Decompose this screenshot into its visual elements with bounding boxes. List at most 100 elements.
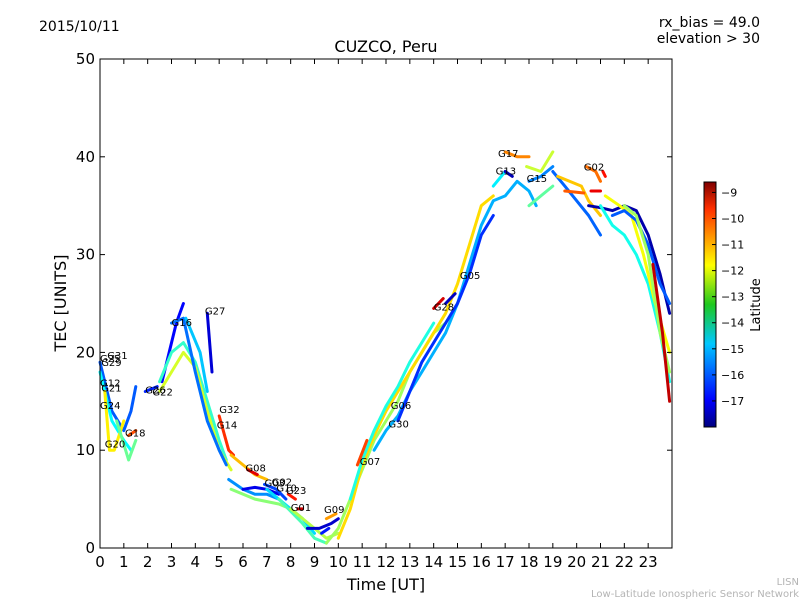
x-tick-label: 8 <box>286 553 296 571</box>
satellite-label: G17 <box>498 149 518 160</box>
colorbar-tick-label: −17 <box>721 395 744 408</box>
colorbar-tick-label: −13 <box>721 291 744 304</box>
satellite-label: G29 <box>101 358 121 369</box>
tec-track-39 <box>527 184 555 208</box>
satellite-label: G07 <box>360 457 380 468</box>
tec-track-33 <box>432 297 445 310</box>
colorbar-tick-label: −15 <box>721 343 744 356</box>
x-tick-label: 12 <box>376 553 395 571</box>
x-tick-label: 15 <box>448 553 467 571</box>
footer-lisn: LISN <box>777 577 799 588</box>
x-tick-label: 2 <box>143 553 153 571</box>
tec-track-45 <box>584 165 602 183</box>
satellite-label: G27 <box>205 306 225 317</box>
tec-track-36 <box>503 150 531 159</box>
tec-track-38 <box>525 150 555 173</box>
x-tick-label: 9 <box>310 553 320 571</box>
satellite-label: G13 <box>496 166 516 177</box>
satellite-label: G30 <box>388 420 408 431</box>
tec-track-18 <box>263 482 288 501</box>
x-tick-label: 22 <box>615 553 634 571</box>
colorbar <box>703 181 717 428</box>
tec-track-24 <box>305 517 340 530</box>
colorbar-tick-label: −9 <box>721 186 737 199</box>
colorbar-tick-label: −10 <box>721 212 744 225</box>
x-tick-label: 14 <box>424 553 443 571</box>
satellite-label: G31 <box>107 351 127 362</box>
satellite-label: G32 <box>219 405 239 416</box>
x-tick-label: 16 <box>472 553 491 571</box>
tec-track-35 <box>491 170 507 188</box>
satellite-label: G09 <box>324 505 344 516</box>
y-tick-label: 10 <box>76 441 95 459</box>
x-tick-label: 10 <box>329 553 348 571</box>
tec-track-41 <box>551 170 602 237</box>
tec-track-43 <box>563 189 586 195</box>
satellite-label: G08 <box>245 464 265 475</box>
x-tick-label: 5 <box>214 553 224 571</box>
tec-track-42 <box>556 174 602 217</box>
tec-track-37 <box>503 170 514 178</box>
date-label: 2015/10/11 <box>39 19 120 35</box>
tec-track-3 <box>115 419 138 462</box>
satellite-label: G05 <box>460 271 480 282</box>
x-tick-label: 11 <box>353 553 372 571</box>
tec-track-46 <box>601 170 607 178</box>
tec-track-40 <box>527 165 555 183</box>
tec-track-12 <box>217 414 235 457</box>
tec-track-52 <box>651 262 672 403</box>
colorbar-label: Latitude <box>749 278 764 332</box>
tec-track-30 <box>355 438 369 467</box>
x-tick-label: 21 <box>591 553 610 571</box>
satellite-label: G12 <box>100 379 120 390</box>
series-layer <box>98 150 672 545</box>
tec-track-15 <box>227 478 281 501</box>
satellite-label: G28 <box>434 302 454 313</box>
tick-layer: 0 1 2 3 4 5 6 7 8 9 10 11 12 13 14 15 16 17 18 19 20 21 22 2301… <box>76 50 672 571</box>
tec-track-26 <box>320 526 331 535</box>
tec-track-9 <box>170 316 228 467</box>
x-tick-label: 0 <box>95 553 105 571</box>
y-tick-label: 50 <box>76 50 95 68</box>
tec-track-4 <box>127 429 138 437</box>
x-tick-label: 20 <box>567 553 586 571</box>
tec-track-2 <box>103 390 126 452</box>
satellite-label: G25 <box>100 354 120 365</box>
satellite-label: G14 <box>217 421 237 432</box>
footer-network: Low-Latitude Ionospheric Sensor Network <box>591 589 799 600</box>
tec-track-29 <box>348 321 436 501</box>
x-tick-label: 6 <box>238 553 248 571</box>
x-tick-label: 19 <box>543 553 562 571</box>
tec-track-20 <box>277 497 328 545</box>
x-axis-label: Time [UT] <box>346 575 425 594</box>
x-tick-label: 7 <box>262 553 272 571</box>
tec-track-16 <box>241 485 281 496</box>
tec-track-32 <box>396 214 495 423</box>
x-tick-label: 23 <box>639 553 658 571</box>
satellite-label: G26 <box>145 386 165 397</box>
colorbar-tick-label: −11 <box>721 239 744 252</box>
x-tick-label: 3 <box>167 553 177 571</box>
y-tick-label: 20 <box>76 343 95 361</box>
satellite-label: G21 <box>101 384 121 395</box>
satellite-label: G01 <box>291 503 311 514</box>
tec-track-34 <box>444 292 457 305</box>
satellite-label: G24 <box>100 401 120 412</box>
tec-track-11 <box>205 311 214 374</box>
satellite-label: G02 <box>272 477 292 488</box>
y-tick-label: 40 <box>76 148 95 166</box>
tec-track-7 <box>158 341 228 462</box>
x-tick-label: 17 <box>496 553 515 571</box>
satellite-label: G16 <box>172 318 192 329</box>
colorbar-tick-label: −14 <box>721 317 744 330</box>
tec-track-21 <box>286 492 297 501</box>
satellite-label: G03 <box>265 478 285 489</box>
satellite-label: G06 <box>391 401 411 412</box>
x-tick-label: 18 <box>519 553 538 571</box>
colorbar-tick-label: −12 <box>721 265 744 278</box>
satellite-label: G23 <box>286 486 306 497</box>
colorbar-ticks: −9 −10 −11 −12 −13 −14 −15 −16 −17 <box>712 186 744 408</box>
tec-track-10 <box>184 316 209 393</box>
